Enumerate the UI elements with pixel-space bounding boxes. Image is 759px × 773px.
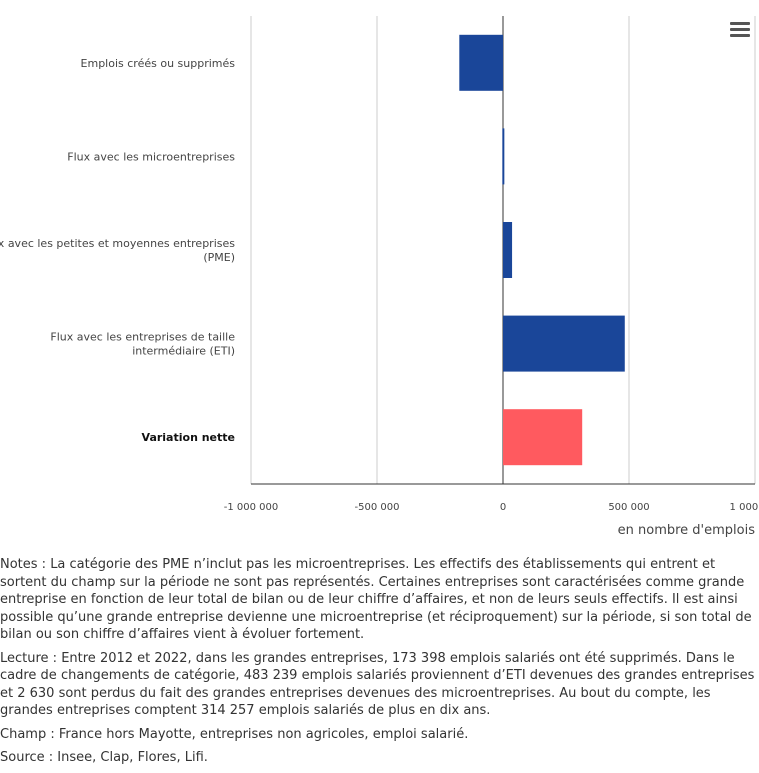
category-label: Flux avec les microentreprises [67,150,235,163]
bar-chart: Emplois créés ou supprimés Flux avec les … [0,16,759,538]
lecture-text: Lecture : Entre 2012 et 2022, dans les g… [0,650,755,719]
notes-text: Notes : La catégorie des PME n’inclut pa… [0,557,752,642]
category-label: intermédiaire (ETI) [132,345,235,358]
bar[interactable] [503,222,513,278]
chart-area: Emplois créés ou supprimés Flux avec les … [0,16,759,538]
bar[interactable] [503,409,583,466]
champ-text: Champ : France hors Mayotte, entreprises… [0,726,469,742]
category-label: (PME) [203,251,235,264]
x-tick-label: 0 [500,502,506,513]
x-axis-title: en nombre d'emplois [618,523,756,538]
category-label: Emplois créés ou supprimés [81,57,236,70]
category-label: Flux avec les entreprises de taille [50,331,235,344]
x-tick-label: -500 000 [355,502,400,513]
hamburger-menu-icon[interactable] [730,22,750,40]
bar[interactable] [459,34,503,91]
bar[interactable] [502,128,505,185]
category-label: Variation nette [142,431,235,444]
x-tick-label: 1 000 000 [730,502,759,513]
bar[interactable] [503,315,625,372]
x-tick-label: 500 000 [608,502,649,513]
notes-section: Notes : La catégorie des PME n’inclut pa… [0,556,759,773]
x-tick-label: -1 000 000 [224,502,279,513]
source-text: Source : Insee, Clap, Flores, Lifi. [0,750,208,765]
category-label: Flux avec les petites et moyennes entrep… [0,237,235,250]
